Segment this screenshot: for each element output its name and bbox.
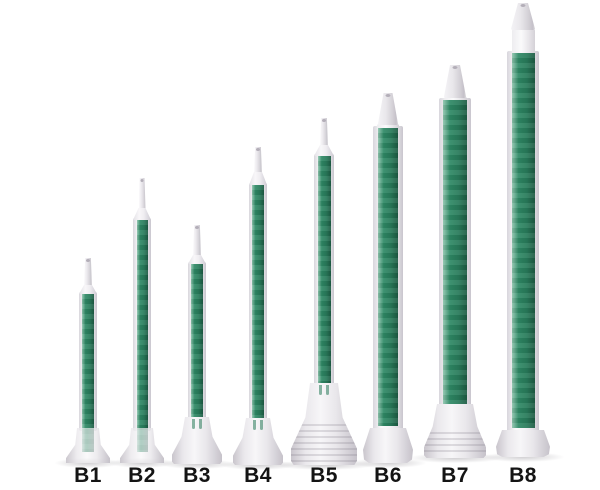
tip-collar xyxy=(249,172,267,185)
mixing-element xyxy=(317,156,331,384)
mixing-element xyxy=(252,185,264,418)
nozzle-label: B5 xyxy=(310,464,338,487)
nozzle-base xyxy=(496,430,550,457)
nozzle-base xyxy=(363,428,413,463)
tip-neck xyxy=(443,97,467,102)
mixing-element-texture xyxy=(443,100,467,404)
mixing-element xyxy=(191,264,203,417)
nozzle-tip xyxy=(254,147,262,172)
ground-shadow xyxy=(220,460,296,470)
base-ribs xyxy=(424,427,486,456)
mixing-element-texture xyxy=(378,128,398,426)
nozzle-tip xyxy=(138,178,146,208)
nozzle-tip xyxy=(378,93,398,125)
nozzle-label: B6 xyxy=(374,464,402,487)
mixing-element-texture xyxy=(136,220,148,452)
ground-shadow xyxy=(408,453,502,463)
mixing-element xyxy=(82,294,94,452)
ground-shadow xyxy=(482,452,564,462)
nozzle-tip xyxy=(84,258,92,285)
mixing-element-prong xyxy=(326,385,329,395)
mixer-nozzle-b1: B1 xyxy=(28,0,148,490)
nozzle-tip xyxy=(444,65,466,98)
nozzle-label: B2 xyxy=(128,464,156,487)
mixing-element-texture xyxy=(511,53,535,428)
tip-opening-icon xyxy=(86,259,90,262)
tip-opening-icon xyxy=(195,226,199,229)
ground-shadow xyxy=(274,460,374,470)
mixing-element-prong xyxy=(260,420,263,430)
nozzle-label: B1 xyxy=(74,464,102,487)
mixer-nozzle-b3: B3 xyxy=(137,0,257,490)
ground-shadow xyxy=(159,459,235,469)
mixing-element xyxy=(378,128,398,426)
tip-collar xyxy=(79,285,97,294)
nozzle-label: B7 xyxy=(441,464,469,487)
nozzle-label: B8 xyxy=(509,464,537,487)
mixer-nozzle-b5: B5 xyxy=(264,0,384,490)
mixing-element-prong xyxy=(319,385,322,395)
tip-collar xyxy=(133,208,151,220)
mixing-element-prong xyxy=(192,419,195,429)
base-ribs xyxy=(291,420,357,463)
mixing-element xyxy=(511,53,535,428)
mixer-nozzle-b8: B8 xyxy=(463,0,583,490)
mixing-element xyxy=(136,220,148,452)
nozzle-tip xyxy=(511,3,535,30)
tip-opening-icon xyxy=(140,179,144,182)
mixing-element-texture xyxy=(191,264,203,417)
mixer-nozzle-b6: B6 xyxy=(328,0,448,490)
mixer-nozzle-b7: B7 xyxy=(395,0,515,490)
ground-shadow xyxy=(350,458,426,468)
tip-neck xyxy=(511,29,535,55)
tip-opening-icon xyxy=(322,119,326,122)
nozzle-label: B4 xyxy=(244,464,272,487)
tip-opening-icon xyxy=(520,4,526,7)
mixer-nozzle-b4: B4 xyxy=(198,0,318,490)
nozzle-tip xyxy=(193,225,201,255)
tip-neck xyxy=(377,124,399,130)
ground-shadow xyxy=(109,458,175,468)
tip-opening-icon xyxy=(385,94,391,97)
tip-collar xyxy=(314,145,334,156)
tip-opening-icon xyxy=(452,66,458,69)
mixer-nozzle-b2: B2 xyxy=(82,0,202,490)
tip-collar xyxy=(188,255,206,264)
mixing-element-prong xyxy=(253,420,256,430)
tip-opening-icon xyxy=(256,148,260,151)
nozzle-tip xyxy=(320,118,328,145)
mixing-element-prong xyxy=(199,419,202,429)
nozzle-label: B3 xyxy=(183,464,211,487)
mixing-element-texture xyxy=(252,185,264,418)
mixing-element-texture xyxy=(82,294,94,452)
ground-shadow xyxy=(55,458,121,468)
mixing-element-texture xyxy=(317,156,331,384)
mixing-element xyxy=(443,100,467,404)
